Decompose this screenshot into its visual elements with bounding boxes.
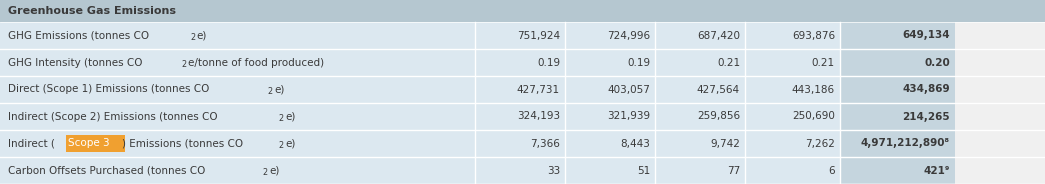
Text: Carbon Offsets Purchased (tonnes CO: Carbon Offsets Purchased (tonnes CO: [8, 165, 206, 176]
Text: e/tonne of food produced): e/tonne of food produced): [188, 57, 324, 68]
Text: 2: 2: [278, 141, 283, 151]
Text: 0.19: 0.19: [627, 57, 650, 68]
Text: GHG Emissions (tonnes CO: GHG Emissions (tonnes CO: [8, 31, 149, 40]
Bar: [840, 157, 955, 184]
Text: 2: 2: [268, 87, 273, 96]
Text: 7,262: 7,262: [805, 139, 835, 148]
Text: 434,869: 434,869: [903, 84, 950, 95]
Bar: [565, 76, 655, 103]
Text: 4,971,212,890⁸: 4,971,212,890⁸: [861, 139, 950, 148]
Text: Scope 3: Scope 3: [69, 139, 110, 148]
Text: Indirect (Scope 2) Emissions (tonnes CO: Indirect (Scope 2) Emissions (tonnes CO: [8, 112, 217, 121]
Bar: [655, 103, 745, 130]
Bar: [66, 135, 124, 152]
Bar: [475, 22, 565, 49]
Bar: [0, 22, 475, 49]
Text: 33: 33: [547, 165, 560, 176]
Text: 0.19: 0.19: [537, 57, 560, 68]
Bar: [475, 76, 565, 103]
Bar: [745, 22, 840, 49]
Bar: [565, 157, 655, 184]
Text: 403,057: 403,057: [607, 84, 650, 95]
Text: 324,193: 324,193: [517, 112, 560, 121]
Text: 321,939: 321,939: [607, 112, 650, 121]
Text: Direct (Scope 1) Emissions (tonnes CO: Direct (Scope 1) Emissions (tonnes CO: [8, 84, 209, 95]
Text: 687,420: 687,420: [697, 31, 740, 40]
Text: 2: 2: [278, 114, 283, 123]
Text: 2: 2: [190, 33, 195, 43]
Bar: [0, 76, 475, 103]
Bar: [655, 49, 745, 76]
Text: 250,690: 250,690: [792, 112, 835, 121]
Text: e): e): [270, 165, 280, 176]
Text: 214,265: 214,265: [903, 112, 950, 121]
Text: e): e): [285, 112, 296, 121]
Text: e): e): [196, 31, 207, 40]
Bar: [745, 157, 840, 184]
Bar: [745, 130, 840, 157]
Text: Greenhouse Gas Emissions: Greenhouse Gas Emissions: [8, 6, 176, 16]
Bar: [475, 157, 565, 184]
Text: 8,443: 8,443: [620, 139, 650, 148]
Bar: [840, 49, 955, 76]
Text: 6: 6: [829, 165, 835, 176]
Bar: [745, 103, 840, 130]
Text: 0.21: 0.21: [717, 57, 740, 68]
Text: 693,876: 693,876: [792, 31, 835, 40]
Text: 2: 2: [262, 168, 268, 177]
Text: 259,856: 259,856: [697, 112, 740, 121]
Bar: [840, 130, 955, 157]
Bar: [840, 103, 955, 130]
Text: 51: 51: [636, 165, 650, 176]
Text: 443,186: 443,186: [792, 84, 835, 95]
Bar: [0, 157, 475, 184]
Bar: [565, 103, 655, 130]
Bar: [655, 76, 745, 103]
Text: GHG Intensity (tonnes CO: GHG Intensity (tonnes CO: [8, 57, 142, 68]
Text: 77: 77: [726, 165, 740, 176]
Bar: [655, 22, 745, 49]
Bar: [565, 22, 655, 49]
Bar: [0, 0, 1045, 22]
Text: 7,366: 7,366: [530, 139, 560, 148]
Bar: [0, 49, 475, 76]
Bar: [565, 130, 655, 157]
Text: e): e): [275, 84, 285, 95]
Bar: [0, 103, 475, 130]
Text: 649,134: 649,134: [903, 31, 950, 40]
Bar: [475, 130, 565, 157]
Bar: [655, 130, 745, 157]
Bar: [475, 103, 565, 130]
Bar: [565, 49, 655, 76]
Bar: [840, 76, 955, 103]
Bar: [840, 22, 955, 49]
Text: 427,731: 427,731: [517, 84, 560, 95]
Text: ) Emissions (tonnes CO: ) Emissions (tonnes CO: [122, 139, 243, 148]
Text: e): e): [285, 139, 296, 148]
Text: 0.20: 0.20: [924, 57, 950, 68]
Bar: [745, 76, 840, 103]
Text: 421⁹: 421⁹: [924, 165, 950, 176]
Text: 724,996: 724,996: [607, 31, 650, 40]
Text: Indirect (: Indirect (: [8, 139, 55, 148]
Text: 9,742: 9,742: [711, 139, 740, 148]
Text: 427,564: 427,564: [697, 84, 740, 95]
Text: 0.21: 0.21: [812, 57, 835, 68]
Text: 2: 2: [182, 60, 187, 69]
Bar: [745, 49, 840, 76]
Bar: [0, 130, 475, 157]
Bar: [475, 49, 565, 76]
Bar: [655, 157, 745, 184]
Text: 751,924: 751,924: [517, 31, 560, 40]
